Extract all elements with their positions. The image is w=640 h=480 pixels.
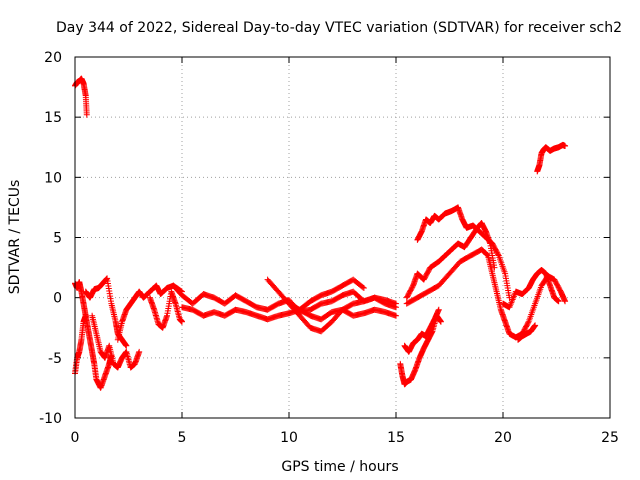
y-tick-label: 0	[53, 291, 62, 307]
x-tick-label: 20	[494, 430, 512, 446]
data-point	[179, 318, 185, 325]
data-point	[393, 300, 399, 307]
data-point	[82, 312, 89, 319]
data-point	[555, 298, 562, 305]
data-point	[360, 285, 367, 292]
series-mid-hump	[286, 276, 367, 313]
data-point	[532, 322, 539, 329]
y-tick-label: -5	[48, 351, 62, 367]
y-axis-label: SDTVAR / TECUs	[7, 180, 23, 295]
data-point	[393, 312, 399, 319]
series-late-peak-high	[414, 204, 513, 301]
series-early-low	[89, 312, 143, 371]
series-early-dip	[146, 288, 185, 331]
data-point	[136, 348, 143, 355]
series-late-tail	[514, 322, 539, 343]
y-tick-label: 5	[53, 231, 62, 247]
data-point	[123, 342, 130, 349]
chart-title: Day 344 of 2022, Sidereal Day-to-day VTE…	[56, 20, 622, 36]
x-tick-label: 0	[71, 430, 80, 446]
series-early-high	[72, 75, 90, 118]
data-point	[483, 251, 490, 258]
y-tick-label: 20	[44, 50, 62, 66]
x-tick-label: 25	[601, 430, 619, 446]
data-point	[562, 143, 569, 150]
series-late-peak-mid	[403, 220, 498, 301]
series-late-high	[534, 141, 569, 175]
y-tick-label: -10	[39, 411, 62, 427]
x-tick-label: 15	[387, 430, 405, 446]
y-tick-label: 10	[44, 170, 62, 186]
data-point	[437, 318, 444, 325]
data-point	[562, 298, 569, 305]
data-point	[435, 306, 442, 313]
plot-frame	[74, 56, 611, 419]
data-point	[525, 319, 532, 326]
data-series	[72, 75, 569, 391]
series-early-drop	[72, 312, 89, 377]
data-point	[495, 251, 502, 258]
series-late-right	[500, 266, 562, 311]
x-tick-label: 5	[178, 430, 187, 446]
series-early-arc	[72, 279, 115, 391]
grid	[75, 57, 610, 418]
data-point	[359, 284, 366, 291]
axis-ticks: 0 5 10 15 20 25 -10 -5 0 5 10 15 20	[39, 50, 619, 446]
x-tick-label: 10	[280, 430, 298, 446]
x-axis-label: GPS time / hours	[281, 459, 398, 475]
y-tick-label: 15	[44, 110, 62, 126]
data-point	[83, 111, 90, 118]
series-late-steps	[401, 306, 442, 355]
series-mid-rise	[264, 276, 399, 335]
